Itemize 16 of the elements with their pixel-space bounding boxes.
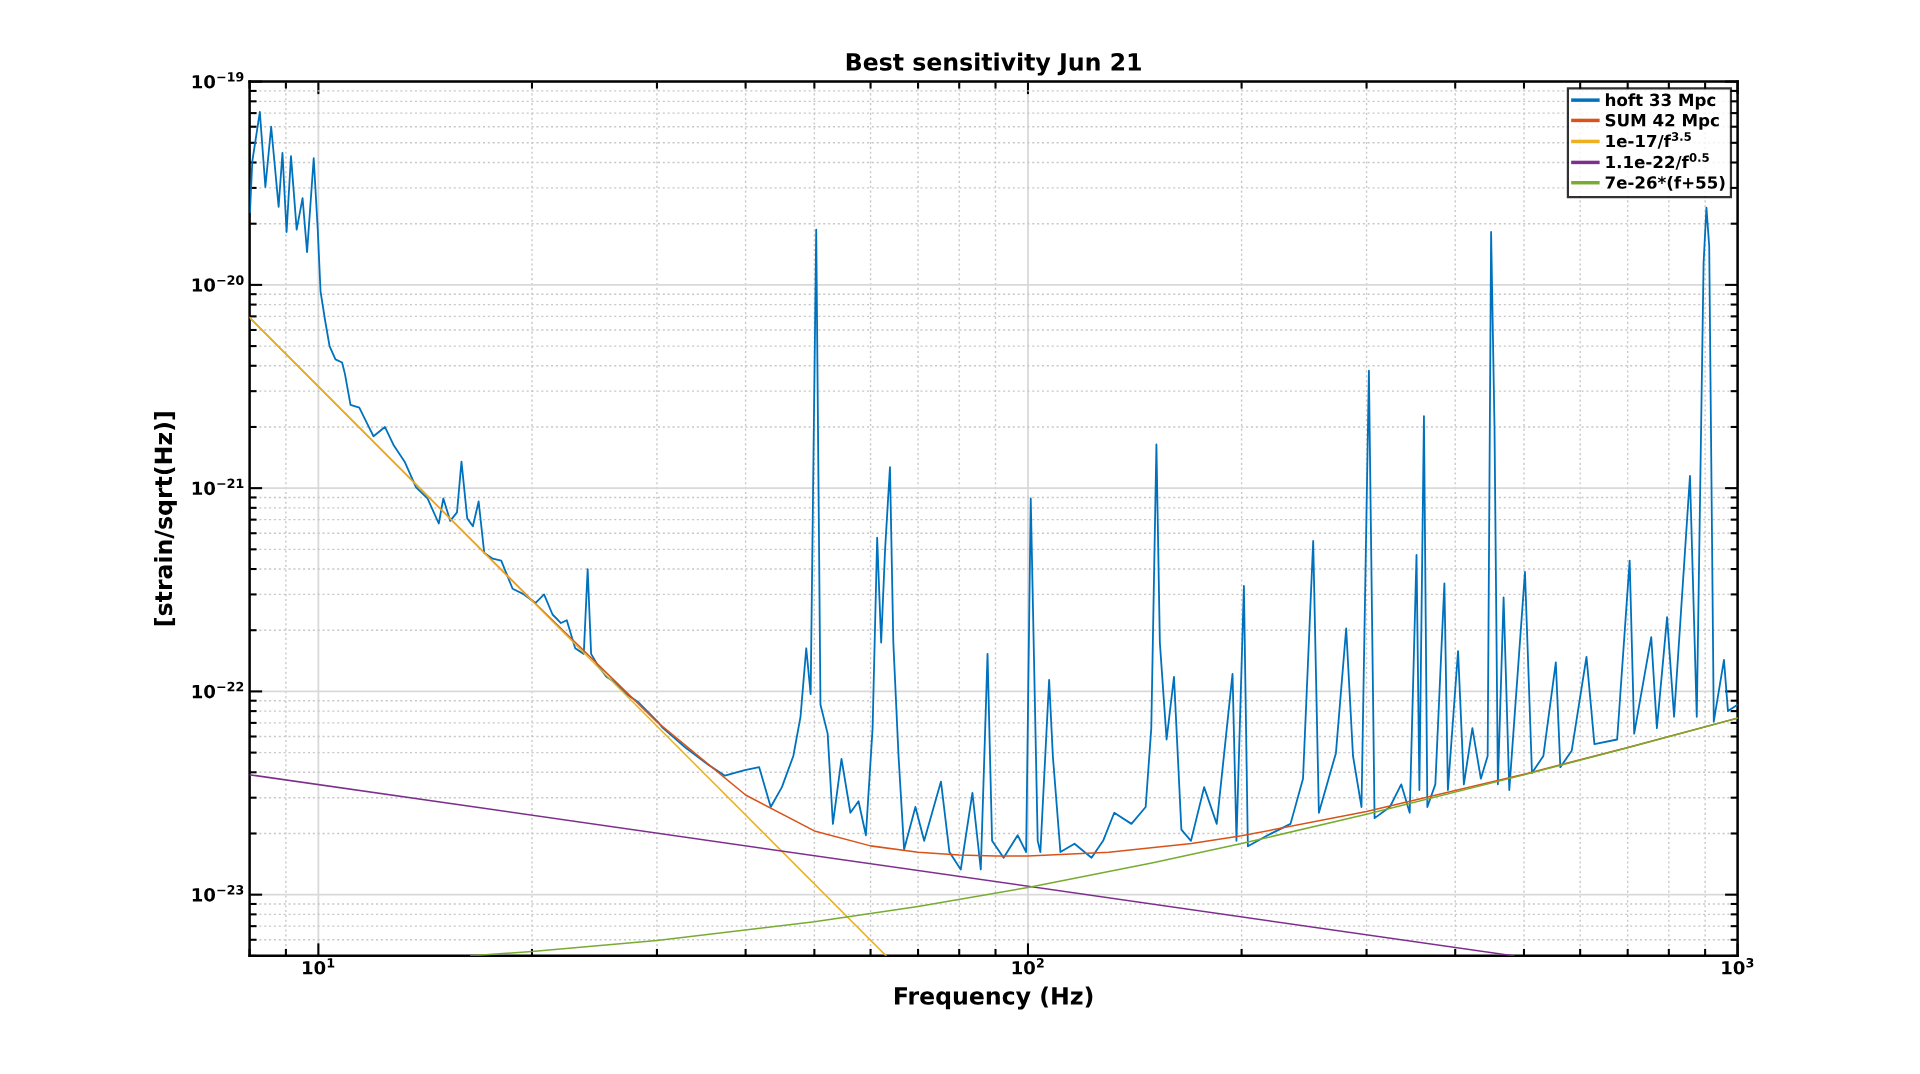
x-tick-label: 10$^{2}$ — [1012, 958, 1044, 975]
x-tick-label: 10$^{1}$ — [303, 958, 335, 975]
legend-label: 1.1e-22/f$^{0.5}$ — [1606, 153, 1709, 170]
y-tick-label: 10$^{−23}$ — [192, 885, 244, 902]
x-tick-label: 10$^{3}$ — [1722, 958, 1754, 975]
x-axis-title: Frequency (Hz) — [895, 986, 1093, 1010]
y-tick-label: 10$^{−21}$ — [192, 478, 244, 496]
y-axis-title: [strain/sqrt(Hz)] — [154, 412, 177, 626]
y-tick-label: 10$^{−20}$ — [192, 275, 244, 292]
y-tick-label: 10$^{−22}$ — [192, 681, 244, 699]
legend-label: hoft 33 Mpc — [1605, 93, 1716, 110]
y-tick-label: 10$^{−19}$ — [192, 72, 244, 89]
legend-label: 7e-26*(f+55) — [1605, 175, 1725, 191]
chart-title: Best sensitivity Jun 21 — [846, 52, 1141, 76]
legend-label: SUM 42 Mpc — [1605, 113, 1719, 130]
legend-label: 1e-17/f$^{3.5}$ — [1606, 132, 1691, 149]
